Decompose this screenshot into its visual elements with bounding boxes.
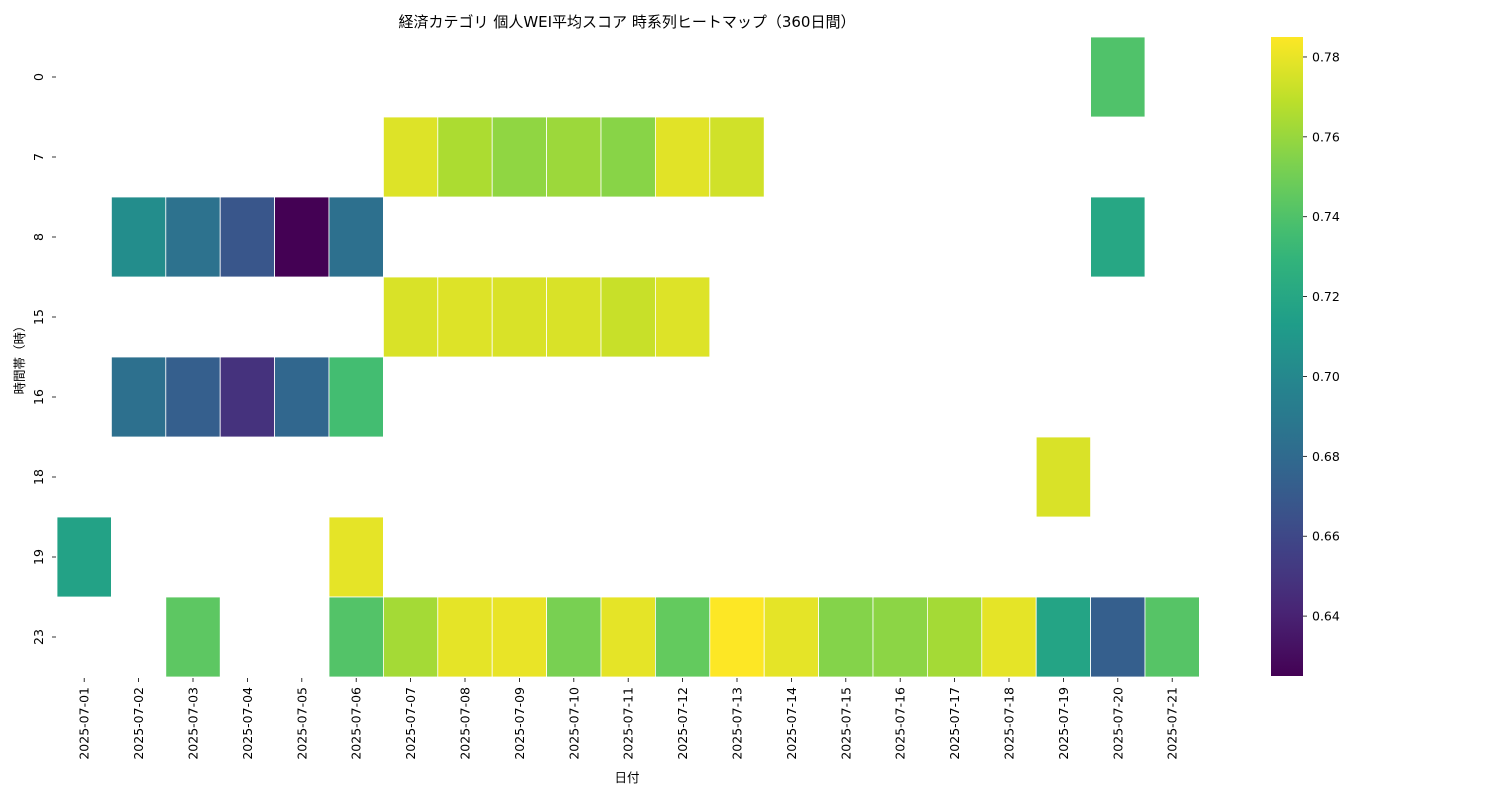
heatmap-cell	[56, 516, 112, 598]
x-tick-label: 2025-07-06	[349, 687, 364, 760]
x-tick-label: 2025-07-18	[1002, 687, 1017, 760]
heatmap-cell	[165, 196, 221, 278]
colorbar-tick-label: 0.78	[1312, 49, 1340, 64]
heatmap-cell	[491, 596, 548, 678]
x-tick-label: 2025-07-13	[730, 687, 745, 760]
heatmap-cells	[56, 36, 1200, 678]
colorbar-tick-label: 0.66	[1312, 529, 1340, 544]
colorbar-tick-label: 0.76	[1312, 129, 1340, 144]
heatmap-cell	[437, 276, 493, 358]
colorbar-tick-label: 0.74	[1312, 209, 1340, 224]
x-tick-label: 2025-07-03	[186, 687, 201, 760]
heatmap-cell	[546, 116, 602, 198]
heatmap-cell	[872, 596, 928, 678]
heatmap-cell	[818, 596, 874, 678]
heatmap-cell	[328, 356, 384, 438]
heatmap-cell	[219, 356, 275, 438]
heatmap-cell	[655, 116, 711, 198]
chart-title: 経済カテゴリ 個人WEI平均スコア 時系列ヒートマップ（360日間）	[399, 13, 856, 31]
heatmap-cell	[491, 116, 548, 198]
x-axis-ticks: 2025-07-01 2025-07-02 2025-07-03 2025-07-04…	[77, 678, 1180, 760]
x-tick-label: 2025-07-09	[512, 687, 527, 760]
x-tick-label: 2025-07-17	[947, 687, 962, 760]
heatmap-cell	[600, 276, 656, 358]
heatmap-cell	[981, 596, 1037, 678]
x-tick-label: 2025-07-19	[1056, 687, 1071, 760]
x-tick-label: 2025-07-21	[1165, 687, 1180, 760]
x-tick-label: 2025-07-07	[403, 687, 418, 760]
heatmap-cell	[1144, 596, 1200, 678]
heatmap-cell	[1090, 36, 1146, 118]
x-tick-label: 2025-07-05	[294, 687, 309, 760]
colorbar-tick-label: 0.70	[1312, 369, 1340, 384]
heatmap-cell	[111, 196, 167, 278]
heatmap-cell	[1035, 596, 1091, 678]
y-tick-label: 15	[31, 309, 46, 325]
heatmap-cell	[491, 276, 548, 358]
y-axis-title: 時間帯（時）	[12, 319, 27, 394]
heatmap-cell	[219, 196, 275, 278]
colorbar	[1271, 37, 1303, 676]
x-tick-label: 2025-07-01	[77, 687, 92, 760]
heatmap-cell	[927, 596, 983, 678]
heatmap-cell	[763, 596, 820, 678]
heatmap-cell	[709, 116, 765, 198]
y-tick-label: 7	[31, 153, 46, 161]
heatmap-cell	[328, 516, 384, 598]
heatmap-cell	[1090, 596, 1146, 678]
heatmap-cell	[274, 196, 330, 278]
y-tick-label: 0	[31, 73, 46, 81]
colorbar-tick-label: 0.64	[1312, 609, 1340, 624]
x-tick-label: 2025-07-12	[675, 687, 690, 760]
x-tick-label: 2025-07-10	[566, 687, 581, 760]
x-tick-label: 2025-07-02	[131, 687, 146, 760]
x-tick-label: 2025-07-16	[893, 687, 908, 760]
x-tick-label: 2025-07-08	[458, 687, 473, 760]
heatmap-cell	[328, 196, 384, 278]
x-tick-label: 2025-07-20	[1110, 687, 1125, 760]
heatmap-cell	[600, 596, 656, 678]
x-tick-label: 2025-07-11	[621, 687, 636, 760]
x-tick-label: 2025-07-15	[838, 687, 853, 760]
heatmap-cell	[111, 356, 167, 438]
y-axis-ticks: 0 7 8 15 16 18 19 23	[31, 73, 56, 645]
heatmap-cell	[274, 356, 330, 438]
y-tick-label: 18	[31, 469, 46, 485]
colorbar-tick-label: 0.72	[1312, 289, 1340, 304]
heatmap-cell	[709, 596, 765, 678]
heatmap-cell	[1090, 196, 1146, 278]
heatmap-cell	[437, 596, 493, 678]
heatmap-cell	[600, 116, 656, 198]
heatmap-cell	[165, 356, 221, 438]
x-tick-label: 2025-07-14	[784, 687, 799, 760]
x-axis-title: 日付	[614, 770, 639, 785]
y-tick-label: 23	[31, 629, 46, 645]
x-tick-label: 2025-07-04	[240, 687, 255, 760]
y-tick-label: 8	[31, 233, 46, 241]
y-tick-label: 16	[31, 389, 46, 405]
heatmap-cell	[328, 596, 384, 678]
colorbar-tick-label: 0.68	[1312, 449, 1340, 464]
heatmap-cell	[655, 276, 711, 358]
heatmap-cell	[165, 596, 221, 678]
heatmap-cell	[382, 116, 439, 198]
heatmap-cell	[655, 596, 711, 678]
y-tick-label: 19	[31, 549, 46, 565]
heatmap-cell	[546, 596, 602, 678]
heatmap-cell	[1035, 436, 1091, 518]
heatmap-cell	[437, 116, 493, 198]
heatmap-cell	[546, 276, 602, 358]
colorbar-ticks: 0.64 0.66 0.68 0.70 0.72 0.74 0.76 0.78	[1303, 49, 1340, 624]
heatmap-cell	[382, 596, 439, 678]
heatmap-cell	[382, 276, 439, 358]
